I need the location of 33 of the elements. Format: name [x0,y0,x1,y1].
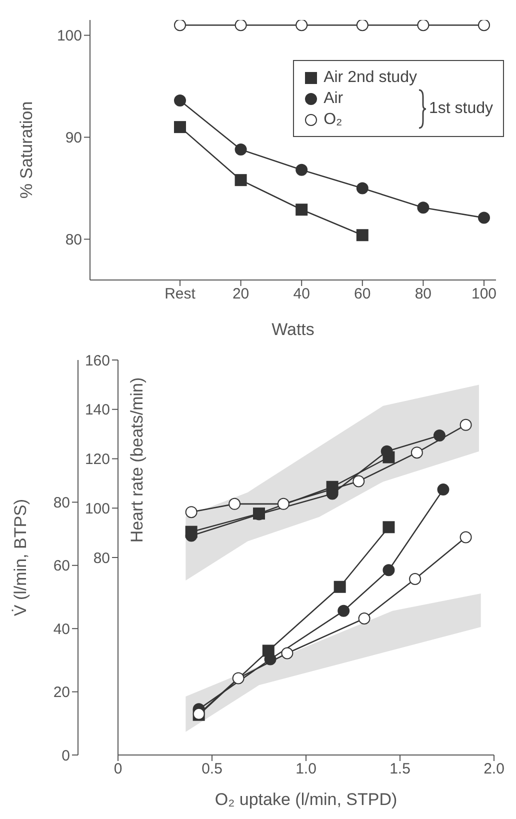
x-axis-title: Watts [272,320,314,339]
x-tick-label: 0.5 [202,760,222,778]
y2-tick-label: 80 [93,550,110,567]
x-tick-label: 40 [293,286,310,303]
x-tick-label: 2.0 [484,760,504,778]
x-tick-label: 0 [114,760,122,778]
y2-tick-label: 120 [84,451,110,468]
x-tick-label: 60 [354,286,371,303]
x-tick-label: 100 [471,286,497,303]
x-axis-title: O₂ uptake (l/min, STPD) [214,790,398,809]
x-tick-label: 20 [232,286,250,303]
y-tick-label: 80 [53,494,70,512]
y-tick-label: 90 [65,130,82,147]
y-tick-label: 0 [62,747,70,764]
legend-label: O₂ [324,110,342,128]
y2-tick-label: 160 [84,352,110,370]
y-tick-label: 60 [53,558,70,575]
x-tick-label: 80 [414,286,432,303]
x-tick-label: Rest [164,286,196,303]
y2-axis-title: Heart rate (beats/min) [128,377,148,543]
y-axis-title: V̇ (l/min, BTPS) [11,498,30,616]
legend-label: Air 2nd study [324,68,417,86]
y-tick-label: 100 [56,28,82,45]
y2-tick-label: 140 [84,402,110,419]
y-axis-title: % Saturation [17,101,36,199]
y2-tick-label: 100 [84,500,110,518]
x-tick-label: 1.5 [390,760,410,778]
annotation: 1st study [428,100,493,118]
y-tick-label: 80 [65,232,82,249]
x-tick-label: 1.0 [296,760,316,778]
y-tick-label: 20 [53,684,70,702]
legend-label: Air [324,90,344,108]
y-tick-label: 40 [53,620,70,638]
